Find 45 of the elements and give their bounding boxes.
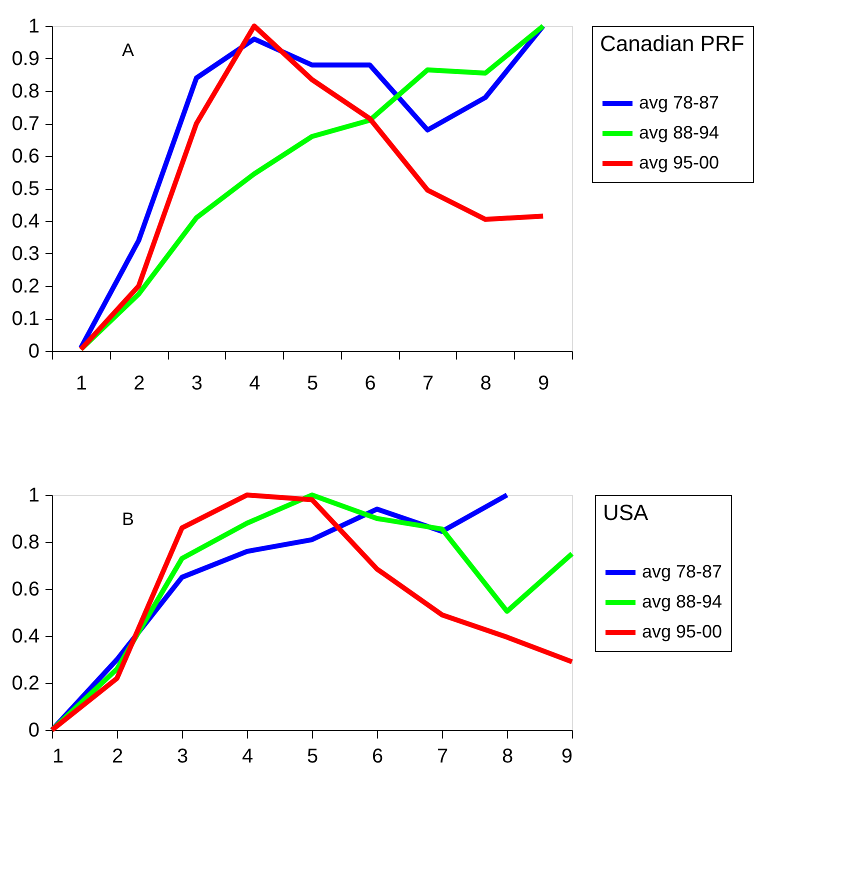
y-tick-label: 0.6 — [12, 146, 40, 168]
y-tick-label: 1 — [28, 484, 40, 506]
legend-title: USA — [603, 500, 649, 525]
x-tick-label: 1 — [52, 746, 64, 768]
x-tick-label: 5 — [306, 746, 318, 768]
x-tick-label: 9 — [538, 372, 550, 394]
x-tick-label: 1 — [76, 372, 87, 394]
x-tick-label: 3 — [176, 746, 188, 768]
x-tick-label: 2 — [134, 372, 145, 394]
y-tick-label: 0.2 — [12, 672, 40, 694]
legend-label: avg 78-87 — [639, 92, 720, 112]
y-tick-label: 0 — [28, 720, 40, 742]
x-tick-label: 7 — [422, 372, 434, 394]
annotation: B — [122, 509, 134, 529]
y-tick-label: 0.8 — [12, 532, 40, 554]
y-tick-label: 0.7 — [12, 113, 40, 135]
x-tick-label: 7 — [436, 746, 448, 768]
y-tick-label: 1 — [28, 16, 40, 38]
x-tick-label: 5 — [306, 372, 318, 394]
x-tick-label: 8 — [480, 372, 492, 394]
x-tick-label: 9 — [561, 746, 572, 768]
legend-label: avg 88-94 — [639, 122, 720, 142]
legend-label: avg 88-94 — [642, 592, 722, 612]
x-tick-label: 6 — [364, 372, 376, 394]
y-tick-label: 0.6 — [12, 578, 40, 600]
legend-label: avg 95-00 — [639, 152, 720, 172]
y-tick-label: 0.4 — [12, 626, 40, 648]
x-tick-label: 3 — [191, 372, 203, 394]
x-tick-label: 4 — [249, 372, 260, 394]
x-tick-label: 4 — [242, 746, 254, 768]
y-tick-label: 0.8 — [12, 80, 40, 102]
x-tick-label: 8 — [502, 746, 514, 768]
y-tick-label: 0.2 — [12, 276, 40, 298]
y-tick-label: 0.4 — [12, 210, 40, 232]
x-tick-label: 6 — [372, 746, 384, 768]
annotation: A — [122, 40, 134, 60]
legend-title: Canadian PRF — [600, 31, 744, 56]
legend-label: avg 95-00 — [642, 622, 722, 642]
x-tick-label: 2 — [112, 746, 124, 768]
y-tick-label: 0.9 — [12, 48, 40, 70]
y-tick-label: 0.3 — [12, 243, 40, 265]
y-tick-label: 0 — [28, 340, 40, 362]
y-tick-label: 0.1 — [12, 308, 40, 330]
y-tick-label: 0.5 — [12, 178, 40, 200]
legend-label: avg 78-87 — [642, 562, 722, 582]
